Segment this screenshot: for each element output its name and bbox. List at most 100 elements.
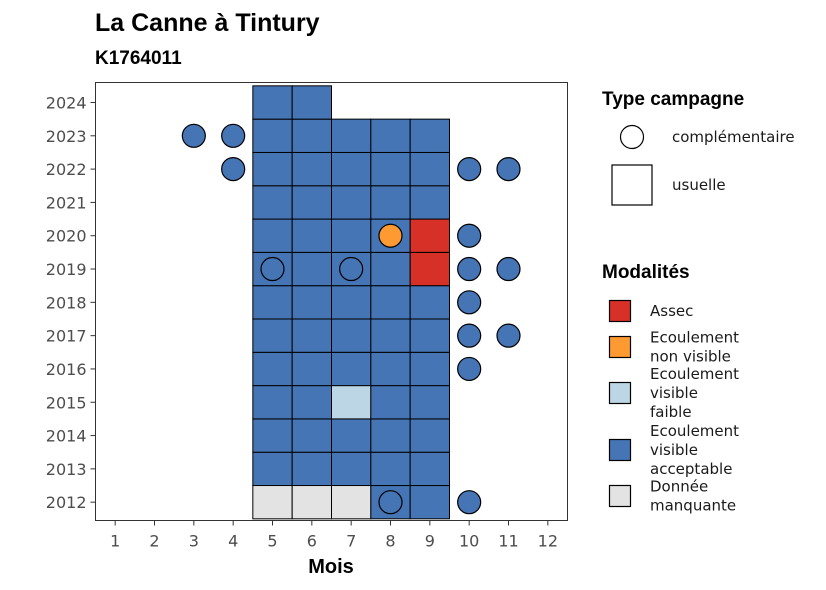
y-tick-label-2022: 2022 — [46, 160, 87, 179]
tile-2014-7 — [331, 418, 372, 453]
tile-2017-6 — [291, 318, 332, 353]
y-tick-label-2023: 2023 — [46, 127, 87, 146]
legend-swatch-faible — [608, 381, 632, 405]
tile-2024-6 — [291, 85, 332, 120]
legend-type-campagne: Type campagne complémentaire usuelle — [602, 89, 795, 206]
tile-2015-5 — [252, 385, 293, 420]
legend-label-line: Ecoulement — [650, 365, 739, 383]
tile-2016-7 — [331, 351, 372, 387]
point-2012-10 — [457, 490, 482, 515]
tile-2014-8 — [370, 418, 411, 453]
x-tick-label-2: 2 — [149, 532, 159, 551]
tile-2016-8 — [370, 351, 411, 387]
tile-2021-7 — [331, 185, 372, 220]
legend-label-line: Assec — [650, 302, 693, 320]
x-tick-label-12: 12 — [538, 532, 558, 551]
tile-2012-9 — [409, 485, 450, 520]
legend-type-label-0: complémentaire — [672, 128, 795, 146]
point-2023-3 — [181, 123, 206, 148]
tile-2018-7 — [331, 285, 372, 320]
legend-type-label-1: usuelle — [672, 176, 726, 194]
legend-label-line: non visible — [650, 348, 731, 366]
y-tick-label-2021: 2021 — [46, 193, 87, 212]
legend-label-line: manquante — [650, 497, 736, 515]
tile-2024-5 — [252, 85, 293, 120]
tile-2022-5 — [252, 151, 293, 187]
legend-swatch-manq — [608, 484, 632, 508]
legend-label-assec: Assec — [650, 302, 693, 320]
y-tick-label-2016: 2016 — [46, 360, 87, 379]
tile-2013-9 — [409, 451, 450, 487]
plot-panel — [181, 85, 521, 520]
tile-2020-5 — [252, 218, 293, 253]
legend-label-line: faible — [650, 403, 692, 421]
tile-2015-9 — [409, 385, 450, 420]
tile-2019-6 — [291, 251, 332, 287]
legend-label-line: Ecoulement — [650, 422, 739, 440]
point-2022-10 — [457, 157, 482, 182]
x-tick-label-4: 4 — [228, 532, 238, 551]
tile-2021-8 — [370, 185, 411, 220]
legend-label-nonvis: Ecoulement non visible — [650, 329, 739, 366]
y-tick-label-2013: 2013 — [46, 460, 87, 479]
y-tick-label-2018: 2018 — [46, 293, 87, 312]
tile-2017-5 — [252, 318, 293, 353]
y-tick-label-2012: 2012 — [46, 493, 87, 512]
point-2022-11 — [496, 157, 521, 182]
y-tick-label-2020: 2020 — [46, 227, 87, 246]
tile-2019-9 — [409, 251, 450, 287]
x-tick-label-10: 10 — [459, 532, 479, 551]
point-2019-7 — [339, 256, 364, 282]
legend-swatch-assec — [608, 299, 632, 323]
point-2020-8 — [378, 223, 403, 248]
y-tick-label-2017: 2017 — [46, 327, 87, 346]
x-tick-label-1: 1 — [110, 532, 120, 551]
tile-2014-9 — [409, 418, 450, 453]
tile-2014-6 — [291, 418, 332, 453]
tile-2021-9 — [409, 185, 450, 220]
legend-label-line: acceptable — [650, 460, 732, 478]
x-tick-label-8: 8 — [385, 532, 395, 551]
y-axis: 2012 2013 2014 2015 2016 2017 2018 2019 2020 2021… — [46, 93, 96, 512]
tile-2018-9 — [409, 285, 450, 320]
legend-type-title: Type campagne — [602, 89, 744, 110]
y-tick-label-2015: 2015 — [46, 393, 87, 412]
legend-label-accept: Ecoulement visible acceptable — [650, 422, 739, 478]
tile-2023-7 — [331, 118, 372, 153]
x-tick-label-5: 5 — [267, 532, 277, 551]
tile-2022-8 — [370, 151, 411, 187]
legend-swatch-nonvis — [608, 335, 632, 359]
tile-2016-9 — [409, 351, 450, 387]
legend-label-manq: Donnée manquante — [650, 478, 736, 515]
point-2012-8 — [378, 490, 403, 515]
tile-2023-8 — [370, 118, 411, 153]
tile-2022-7 — [331, 151, 372, 187]
y-tick-label-2019: 2019 — [46, 260, 87, 279]
x-tick-label-9: 9 — [425, 532, 435, 551]
tile-2018-6 — [291, 285, 332, 320]
tile-2021-5 — [252, 185, 293, 220]
x-tick-label-11: 11 — [498, 532, 518, 551]
tile-2017-7 — [331, 318, 372, 353]
point-2017-10 — [457, 323, 482, 348]
tile-2013-5 — [252, 451, 293, 487]
tile-2023-5 — [252, 118, 293, 153]
tile-2017-8 — [370, 318, 411, 353]
point-2020-10 — [457, 223, 482, 248]
tile-2012-5 — [252, 485, 293, 520]
tile-2015-7 — [331, 385, 372, 420]
tile-2015-6 — [291, 385, 332, 420]
y-tick-label-2024: 2024 — [46, 93, 87, 112]
legend-swatch-accept — [608, 438, 632, 462]
point-2022-4 — [221, 157, 246, 182]
x-tick-label-6: 6 — [307, 532, 317, 551]
point-2019-11 — [496, 256, 521, 282]
point-2023-4 — [221, 123, 246, 148]
tile-2020-9 — [409, 218, 450, 253]
tile-2019-8 — [370, 251, 411, 287]
point-2019-5 — [260, 256, 285, 282]
point-2019-10 — [457, 256, 482, 282]
point-2016-10 — [457, 356, 482, 382]
plot-border — [95, 82, 568, 521]
